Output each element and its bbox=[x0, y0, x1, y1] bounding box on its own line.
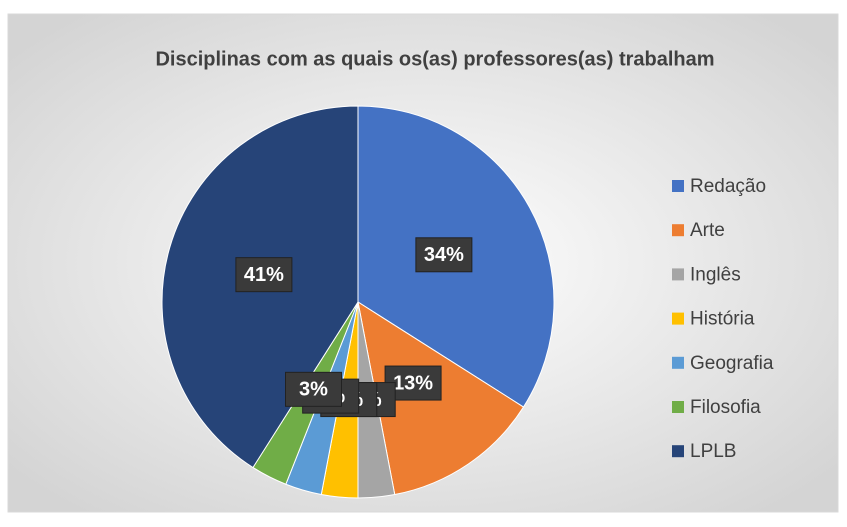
data-label-box bbox=[415, 237, 473, 273]
data-label: 41% bbox=[244, 264, 284, 286]
legend-label: História bbox=[690, 309, 755, 330]
legend-swatch bbox=[672, 224, 684, 237]
legend-label: Arte bbox=[690, 220, 725, 241]
legend-label: Redação bbox=[690, 176, 766, 197]
data-label: 3% bbox=[299, 379, 328, 401]
chart-title: Disciplinas com as quais os(as) professo… bbox=[155, 48, 714, 70]
data-label: 34% bbox=[424, 244, 464, 266]
data-label: 13% bbox=[393, 372, 433, 394]
data-label-box bbox=[285, 371, 343, 407]
legend-swatch bbox=[672, 268, 684, 281]
legend-swatch bbox=[672, 356, 684, 369]
legend-swatch bbox=[672, 445, 684, 458]
legend-label: LPLB bbox=[690, 441, 736, 462]
legend-swatch bbox=[672, 401, 684, 413]
legend-label: Geografia bbox=[690, 353, 774, 374]
legend-swatch bbox=[672, 180, 684, 192]
legend-swatch bbox=[672, 312, 684, 325]
data-label-box bbox=[235, 257, 293, 293]
legend-label: Inglês bbox=[690, 264, 741, 285]
legend-label: Filosofia bbox=[690, 397, 761, 418]
